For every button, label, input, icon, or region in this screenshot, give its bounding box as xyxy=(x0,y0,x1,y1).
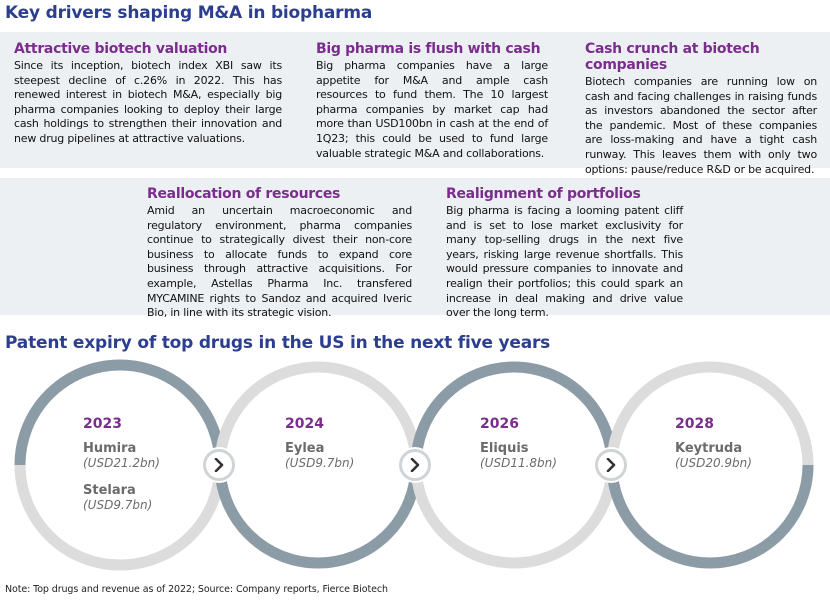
expiry-year: 2023 xyxy=(83,416,122,432)
driver-heading: Cash crunch at biotech companies xyxy=(585,41,760,73)
driver-heading: Realignment of portfolios xyxy=(446,186,641,202)
drug-name: Stelara xyxy=(83,483,136,498)
ring-2026-bottom xyxy=(410,464,618,569)
chevron-right-icon xyxy=(410,458,420,472)
driver-card-cash-crunch: Cash crunch at biotech companies Biotech… xyxy=(585,41,817,177)
drug-revenue: (USD20.9bn) xyxy=(675,456,752,470)
ring-2023-top xyxy=(14,359,226,466)
section-title-patent-expiry: Patent expiry of top drugs in the US in … xyxy=(5,333,551,353)
chevron-right-icon xyxy=(214,458,224,472)
drug-name: Eliquis xyxy=(480,441,529,456)
drug-revenue: (USD21.2bn) xyxy=(83,456,160,470)
driver-card-realignment: Realignment of portfolios Big pharma is … xyxy=(446,186,683,321)
driver-heading: Attractive biotech valuation xyxy=(14,41,228,57)
drug-revenue: (USD9.7bn) xyxy=(83,498,153,512)
next-arrow-button xyxy=(595,449,627,481)
expiry-2024: 2024 Eylea (USD9.7bn) xyxy=(285,416,354,483)
ring-2023-bottom xyxy=(14,464,226,571)
drug-name: Keytruda xyxy=(675,441,743,456)
expiry-year: 2028 xyxy=(675,416,714,432)
driver-body: Since its inception, biotech index XBI s… xyxy=(14,59,282,145)
expiry-2028: 2028 Keytruda (USD20.9bn) xyxy=(675,416,752,483)
ring-2028-top xyxy=(606,361,814,466)
drivers-panel-top xyxy=(0,32,830,168)
ring-2026-top xyxy=(410,361,618,466)
ring-2028-bottom xyxy=(606,464,814,569)
drug-revenue: (USD11.8bn) xyxy=(480,456,557,470)
next-arrow-button xyxy=(203,449,235,481)
driver-heading: Big pharma is flush with cash xyxy=(316,41,541,57)
driver-body: Biotech companies are running low on cas… xyxy=(585,75,817,176)
driver-card-reallocation: Reallocation of resources Amid an uncert… xyxy=(147,186,412,321)
chevron-right-icon xyxy=(606,458,616,472)
driver-card-biotech-valuation: Attractive biotech valuation Since its i… xyxy=(14,41,282,147)
expiry-year: 2024 xyxy=(285,416,324,432)
expiry-2026: 2026 Eliquis (USD11.8bn) xyxy=(480,416,557,483)
drug-revenue: (USD9.7bn) xyxy=(285,456,355,470)
expiry-year: 2026 xyxy=(480,416,519,432)
next-arrow-button xyxy=(399,449,431,481)
footnote: Note: Top drugs and revenue as of 2022; … xyxy=(5,584,388,595)
driver-body: Amid an uncertain macroeconomic and regu… xyxy=(147,204,412,320)
timeline-rings xyxy=(14,359,814,571)
driver-heading: Reallocation of resources xyxy=(147,186,341,202)
driver-card-big-pharma-cash: Big pharma is flush with cash Big pharma… xyxy=(316,41,548,161)
expiry-2023: 2023 Humira (USD21.2bn) Stelara (USD9.7b… xyxy=(83,416,160,525)
ring-2024-bottom xyxy=(214,464,422,569)
drug-name: Eylea xyxy=(285,441,325,456)
drivers-panel-bottom xyxy=(0,178,830,315)
drug-name: Humira xyxy=(83,441,137,456)
section-title-key-drivers: Key drivers shaping M&A in biopharma xyxy=(5,3,373,23)
ring-2024-top xyxy=(214,361,422,466)
driver-body: Big pharma is facing a looming patent cl… xyxy=(446,204,683,320)
driver-body: Big pharma companies have a large appeti… xyxy=(316,59,548,160)
